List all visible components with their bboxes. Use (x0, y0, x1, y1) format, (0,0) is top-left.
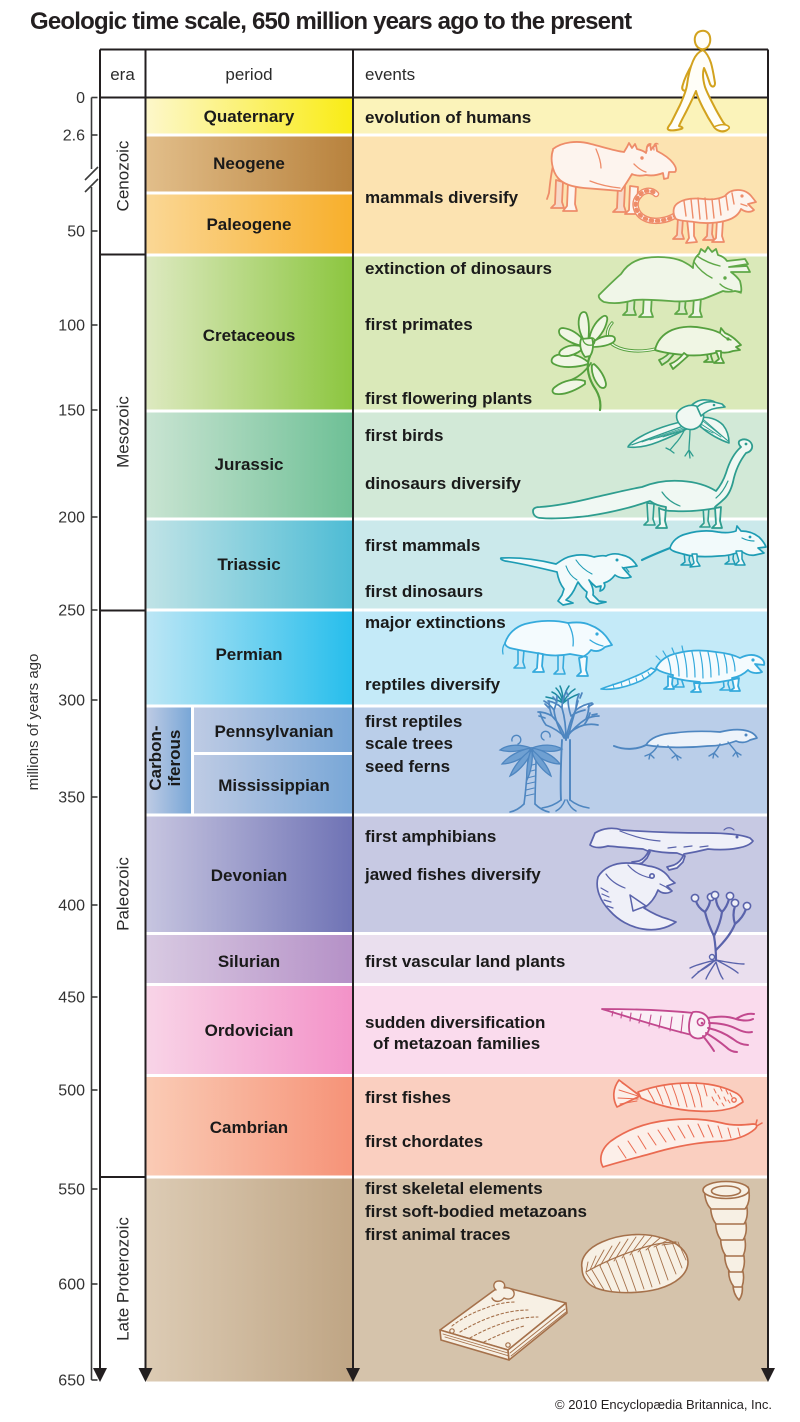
svg-text:Cenozoic: Cenozoic (114, 140, 133, 211)
svg-text:100: 100 (58, 318, 85, 335)
svg-text:first birds: first birds (365, 426, 443, 445)
svg-text:scale trees: scale trees (365, 734, 453, 753)
svg-text:millions of years ago: millions of years ago (25, 654, 42, 791)
svg-text:2.6: 2.6 (63, 128, 85, 145)
svg-text:major extinctions: major extinctions (365, 613, 506, 632)
svg-text:Cretaceous: Cretaceous (203, 326, 296, 345)
svg-text:period: period (225, 65, 272, 84)
svg-text:Silurian: Silurian (218, 952, 280, 971)
svg-text:Quaternary: Quaternary (204, 107, 295, 126)
svg-text:jawed fishes diversify: jawed fishes diversify (364, 865, 541, 884)
svg-text:first fishes: first fishes (365, 1088, 451, 1107)
svg-text:Neogene: Neogene (213, 154, 285, 173)
svg-text:of metazoan families: of metazoan families (373, 1034, 540, 1053)
svg-text:first primates: first primates (365, 315, 473, 334)
svg-text:Geologic time scale, 650 milli: Geologic time scale, 650 million years a… (30, 8, 632, 35)
svg-text:450: 450 (58, 990, 85, 1007)
svg-text:first soft-bodied metazoans: first soft-bodied metazoans (365, 1202, 587, 1221)
svg-text:Jurassic: Jurassic (215, 455, 284, 474)
svg-text:350: 350 (58, 790, 85, 807)
svg-text:Triassic: Triassic (217, 555, 280, 574)
svg-text:Pennsylvanian: Pennsylvanian (214, 722, 333, 741)
svg-text:Paleozoic: Paleozoic (114, 857, 133, 931)
svg-text:650: 650 (58, 1373, 85, 1390)
svg-text:500: 500 (58, 1083, 85, 1100)
svg-text:Mesozoic: Mesozoic (114, 396, 133, 468)
svg-text:50: 50 (67, 224, 85, 241)
svg-text:first skeletal elements: first skeletal elements (365, 1179, 543, 1198)
svg-text:first dinosaurs: first dinosaurs (365, 582, 483, 601)
svg-text:dinosaurs diversify: dinosaurs diversify (365, 474, 521, 493)
svg-text:0: 0 (76, 90, 85, 107)
svg-text:first animal traces: first animal traces (365, 1225, 511, 1244)
svg-text:Mississippian: Mississippian (218, 776, 329, 795)
svg-text:first amphibians: first amphibians (365, 827, 496, 846)
svg-text:550: 550 (58, 1182, 85, 1199)
svg-text:evolution of humans: evolution of humans (365, 108, 531, 127)
svg-text:first vascular land plants: first vascular land plants (365, 952, 565, 971)
svg-text:200: 200 (58, 510, 85, 527)
svg-text:era: era (110, 65, 135, 84)
svg-text:first flowering plants: first flowering plants (365, 389, 532, 408)
svg-text:mammals diversify: mammals diversify (365, 188, 519, 207)
svg-text:events: events (365, 65, 415, 84)
svg-text:300: 300 (58, 693, 85, 710)
svg-text:Devonian: Devonian (211, 866, 288, 885)
svg-text:Paleogene: Paleogene (206, 215, 291, 234)
svg-text:first reptiles: first reptiles (365, 712, 462, 731)
svg-text:reptiles diversify: reptiles diversify (365, 675, 501, 694)
svg-text:250: 250 (58, 603, 85, 620)
svg-text:400: 400 (58, 898, 85, 915)
svg-text:150: 150 (58, 403, 85, 420)
svg-text:first chordates: first chordates (365, 1132, 483, 1151)
svg-text:first mammals: first mammals (365, 536, 480, 555)
svg-text:Ordovician: Ordovician (205, 1021, 294, 1040)
svg-text:extinction of dinosaurs: extinction of dinosaurs (365, 259, 552, 278)
svg-text:Cambrian: Cambrian (210, 1118, 288, 1137)
svg-text:seed ferns: seed ferns (365, 757, 450, 776)
svg-text:iferous: iferous (165, 730, 184, 787)
svg-text:600: 600 (58, 1277, 85, 1294)
svg-text:Permian: Permian (215, 645, 282, 664)
svg-text:© 2010 Encyclopædia Britannica: © 2010 Encyclopædia Britannica, Inc. (555, 1397, 772, 1412)
svg-text:sudden diversification: sudden diversification (365, 1013, 545, 1032)
svg-text:Late Proterozoic: Late Proterozoic (114, 1217, 133, 1341)
svg-text:Carbon-: Carbon- (146, 725, 165, 790)
